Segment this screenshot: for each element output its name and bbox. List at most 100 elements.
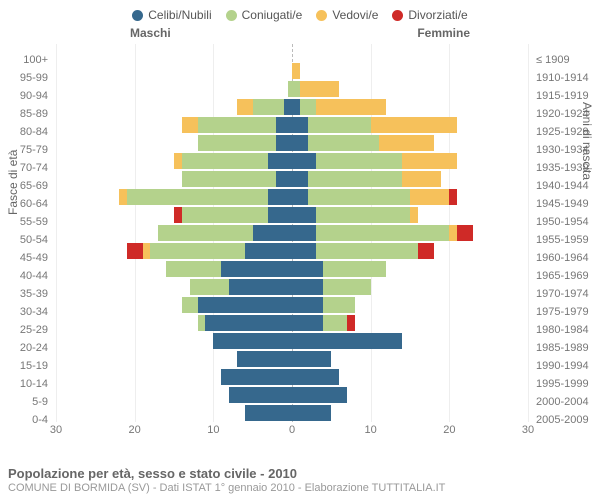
age-label: 95-99 [0,72,52,84]
birth-year-label: 1995-1999 [532,378,600,390]
bar-segment [198,135,277,151]
bar-segment [292,81,300,97]
bar-segment [316,99,387,115]
male-bar [56,207,292,223]
bar-segment [292,189,308,205]
male-bar [56,153,292,169]
legend-label: Divorziati/e [408,8,467,22]
x-tick: 30 [522,424,534,436]
legend-item: Celibi/Nubili [132,8,211,22]
age-label: 90-94 [0,90,52,102]
bar-segment [198,117,277,133]
bar-segment [292,351,331,367]
left-axis-title: Fasce di età [6,150,20,215]
bar-segment [347,315,355,331]
female-bar [292,81,528,97]
bar-segment [182,297,198,313]
male-bar [56,225,292,241]
bar-segment [292,207,316,223]
bar-segment [292,405,331,421]
bar-segment [276,117,292,133]
bar-segment [292,63,300,79]
bar-segment [410,189,449,205]
bar-segment [457,225,473,241]
female-bar [292,99,528,115]
male-bar [56,405,292,421]
bar-segment [449,189,457,205]
bar-segment [323,315,347,331]
bar-segment [143,243,151,259]
bar-segment [174,153,182,169]
birth-year-label: 1985-1989 [532,342,600,354]
bar-segment [418,243,434,259]
bar-segment [205,315,292,331]
age-row [56,80,528,98]
age-label: 45-49 [0,252,52,264]
age-label: 15-19 [0,360,52,372]
age-row [56,332,528,350]
x-tick: 30 [50,424,62,436]
bar-segment [253,225,292,241]
chart-footer: Popolazione per età, sesso e stato civil… [8,466,592,494]
birth-year-label: 1980-1984 [532,324,600,336]
male-bar [56,333,292,349]
birth-year-label: 1945-1949 [532,198,600,210]
male-bar [56,351,292,367]
birth-year-label: ≤ 1909 [532,54,600,66]
age-row [56,242,528,260]
birth-year-label: 1910-1914 [532,72,600,84]
bar-segment [316,225,450,241]
bar-segment [410,207,418,223]
male-bar [56,189,292,205]
legend: Celibi/NubiliConiugati/eVedovi/eDivorzia… [0,0,600,26]
male-bar [56,135,292,151]
bar-segment [182,117,198,133]
bar-segment [316,153,403,169]
bar-segment [379,135,434,151]
age-row [56,62,528,80]
birth-year-label: 1990-1994 [532,360,600,372]
age-row [56,98,528,116]
birth-year-label: 2005-2009 [532,414,600,426]
bar-segment [292,117,308,133]
legend-swatch [132,10,143,21]
bar-segment [268,189,292,205]
bar-segment [182,207,269,223]
bar-segment [229,387,292,403]
bar-segment [323,261,386,277]
header-female: Femmine [417,26,470,40]
x-tick: 10 [207,424,219,436]
age-label: 25-29 [0,324,52,336]
birth-year-label: 1940-1944 [532,180,600,192]
male-bar [56,279,292,295]
bar-segment [174,207,182,223]
female-bar [292,405,528,421]
birth-year-label: 1965-1969 [532,270,600,282]
bar-segment [292,369,339,385]
bar-segment [292,153,316,169]
male-bar [56,387,292,403]
male-bar [56,45,292,61]
birth-year-label: 1955-1959 [532,234,600,246]
female-bar [292,351,528,367]
birth-year-label: 1950-1954 [532,216,600,228]
female-bar [292,63,528,79]
birth-year-label: 1915-1919 [532,90,600,102]
bar-segment [237,351,292,367]
bar-segment [245,243,292,259]
bar-segment [190,279,229,295]
birth-year-label: 1960-1964 [532,252,600,264]
age-label: 5-9 [0,396,52,408]
female-bar [292,387,528,403]
x-tick: 20 [443,424,455,436]
bar-segment [276,171,292,187]
birth-year-label: 1975-1979 [532,306,600,318]
female-bar [292,333,528,349]
header-male: Maschi [130,26,171,40]
bar-segment [292,297,323,313]
x-tick: 0 [289,424,295,436]
age-row [56,404,528,422]
male-bar [56,261,292,277]
age-label: 100+ [0,54,52,66]
bar-segment [127,189,269,205]
